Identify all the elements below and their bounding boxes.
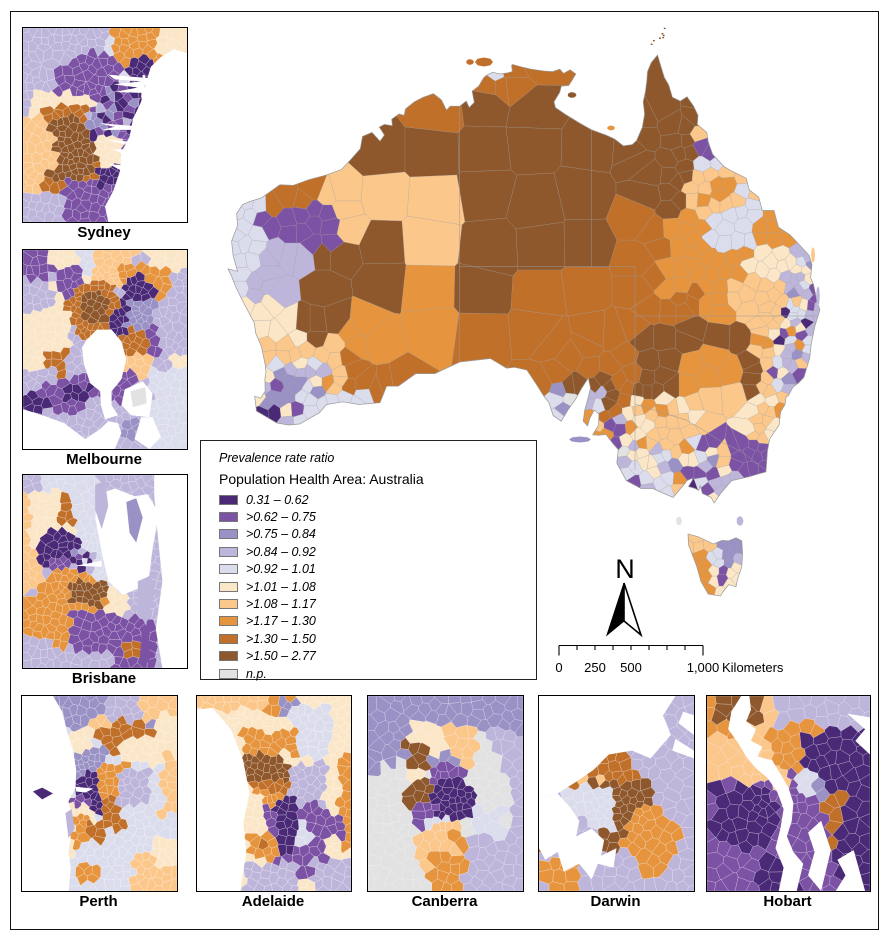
svg-text:N: N (615, 554, 635, 584)
svg-text:500: 500 (620, 660, 642, 675)
svg-text:1,000: 1,000 (687, 660, 720, 675)
svg-text:250: 250 (584, 660, 606, 675)
svg-text:0: 0 (555, 660, 562, 675)
svg-text:Kilometers: Kilometers (722, 660, 784, 675)
